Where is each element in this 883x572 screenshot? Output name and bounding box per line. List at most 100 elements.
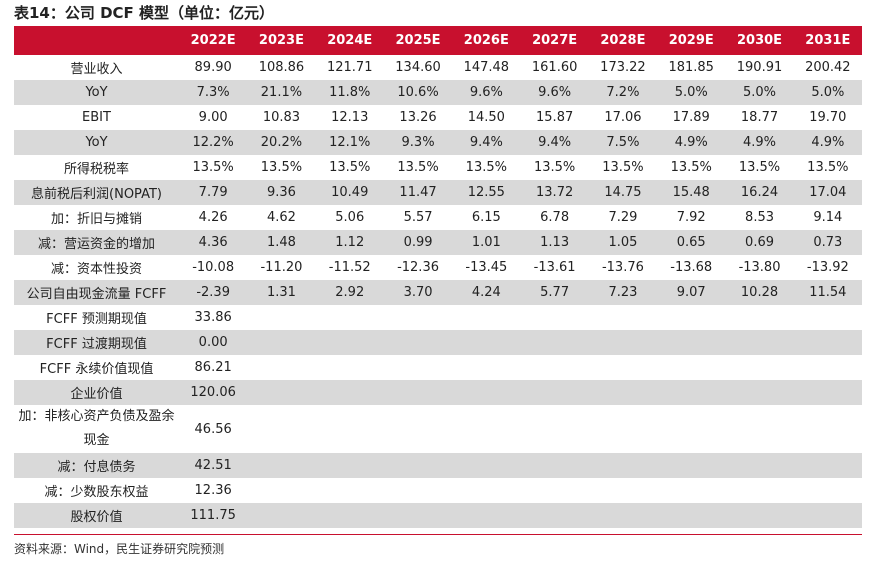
table-row: 息前税后利润(NOPAT) 7.79 9.36 10.49 11.47 12.55 13.7…: [14, 180, 862, 205]
table-cell: 15.48: [657, 180, 726, 205]
table-cell: 0.00: [179, 330, 248, 355]
table-cell: 15.87: [520, 105, 589, 130]
table-cell: -11.20: [247, 255, 316, 280]
table-cell: [452, 453, 521, 478]
table-cell: 9.4%: [452, 130, 521, 155]
table-cell: [725, 330, 794, 355]
header-cell-year: 2022E: [179, 26, 248, 55]
table-cell: 12.2%: [179, 130, 248, 155]
row-label: 营业收入: [14, 55, 179, 80]
table-cell: 1.12: [315, 230, 384, 255]
table-cell: [793, 380, 862, 405]
table-cell: [452, 503, 521, 528]
table-cell: [520, 380, 589, 405]
table-row: EBIT 9.00 10.83 12.13 13.26 14.50 15.87 17.06 17…: [14, 105, 862, 130]
table-cell: [452, 478, 521, 503]
table-cell: [725, 503, 794, 528]
table-cell: 17.06: [588, 105, 658, 130]
table-cell: [657, 503, 726, 528]
table-cell: [657, 355, 726, 380]
table-cell: [383, 330, 453, 355]
table-cell: [315, 330, 384, 355]
table-cell: 42.51: [179, 453, 248, 478]
table-cell: [383, 355, 453, 380]
table-cell: 17.04: [793, 180, 862, 205]
table-cell: 13.5%: [383, 155, 453, 180]
table-row: 加：非核心资产负债及盈余现金 46.56: [14, 405, 862, 453]
table-cell: 7.79: [179, 180, 248, 205]
table-cell: 3.70: [383, 280, 453, 305]
table-cell: 0.73: [793, 230, 862, 255]
table-cell: 1.31: [247, 280, 316, 305]
table-cell: 9.6%: [520, 80, 589, 105]
row-label: 减：营运资金的增加: [14, 230, 179, 255]
table-cell: 4.9%: [657, 130, 726, 155]
table-cell: 12.1%: [315, 130, 384, 155]
table-cell: [588, 330, 658, 355]
row-label: 股权价值: [14, 503, 179, 528]
table-cell: 5.0%: [725, 80, 794, 105]
table-cell: [520, 305, 589, 330]
table-cell: 5.77: [520, 280, 589, 305]
table-cell: 17.89: [657, 105, 726, 130]
table-cell: 14.50: [452, 105, 521, 130]
table-cell: [247, 478, 316, 503]
table-cell: [383, 478, 453, 503]
table-cell: [315, 380, 384, 405]
table-cell: 4.36: [179, 230, 248, 255]
table-cell: 1.05: [588, 230, 658, 255]
table-cell: [793, 478, 862, 503]
table-cell: [315, 355, 384, 380]
table-row: YoY 7.3% 21.1% 11.8% 10.6% 9.6% 9.6% 7.2% 5.0% 5.…: [14, 80, 862, 105]
table-cell: 14.75: [588, 180, 658, 205]
table-cell: [657, 478, 726, 503]
table-cell: [588, 453, 658, 478]
table-cell: 9.3%: [383, 130, 453, 155]
table-cell: 4.26: [179, 205, 248, 230]
table-cell: 33.86: [179, 305, 248, 330]
table-cell: 13.5%: [179, 155, 248, 180]
row-label: 减：资本性投资: [14, 255, 179, 280]
table-row: 所得税税率 13.5% 13.5% 13.5% 13.5% 13.5% 13.5% 13.5%…: [14, 155, 862, 180]
dcf-table-container: 2022E 2023E 2024E 2025E 2026E 2027E 2028…: [14, 26, 862, 528]
row-label: EBIT: [14, 105, 179, 130]
table-cell: 20.2%: [247, 130, 316, 155]
table-bottom-rule: [14, 534, 862, 535]
table-cell: -12.36: [383, 255, 453, 280]
table-cell: [520, 503, 589, 528]
table-cell: [793, 305, 862, 330]
table-cell: [725, 380, 794, 405]
table-cell: 10.28: [725, 280, 794, 305]
table-cell: 5.06: [315, 205, 384, 230]
table-cell: 6.78: [520, 205, 589, 230]
table-cell: 12.13: [315, 105, 384, 130]
table-cell: 4.9%: [725, 130, 794, 155]
table-cell: 10.49: [315, 180, 384, 205]
table-cell: 13.5%: [793, 155, 862, 180]
table-cell: 46.56: [179, 405, 248, 453]
table-cell: -13.80: [725, 255, 794, 280]
table-cell: [588, 405, 658, 453]
table-cell: 190.91: [725, 55, 794, 80]
table-cell: 4.24: [452, 280, 521, 305]
table-cell: [247, 380, 316, 405]
table-cell: 7.5%: [588, 130, 658, 155]
row-label: 所得税税率: [14, 155, 179, 180]
table-cell: -13.68: [657, 255, 726, 280]
table-cell: 120.06: [179, 380, 248, 405]
table-cell: 7.23: [588, 280, 658, 305]
table-cell: [247, 355, 316, 380]
table-cell: 12.55: [452, 180, 521, 205]
table-cell: 173.22: [588, 55, 658, 80]
table-row: 公司自由现金流量 FCFF -2.39 1.31 2.92 3.70 4.24 5.77 7.…: [14, 280, 862, 305]
table-cell: [520, 405, 589, 453]
table-cell: 147.48: [452, 55, 521, 80]
row-label: 企业价值: [14, 380, 179, 405]
table-cell: [315, 405, 384, 453]
table-title: 表14：公司 DCF 模型（单位：亿元）: [14, 4, 275, 22]
table-cell: [725, 478, 794, 503]
header-cell-year: 2025E: [383, 26, 453, 55]
table-cell: 1.48: [247, 230, 316, 255]
row-label: 息前税后利润(NOPAT): [14, 180, 179, 205]
header-cell-year: 2027E: [520, 26, 589, 55]
